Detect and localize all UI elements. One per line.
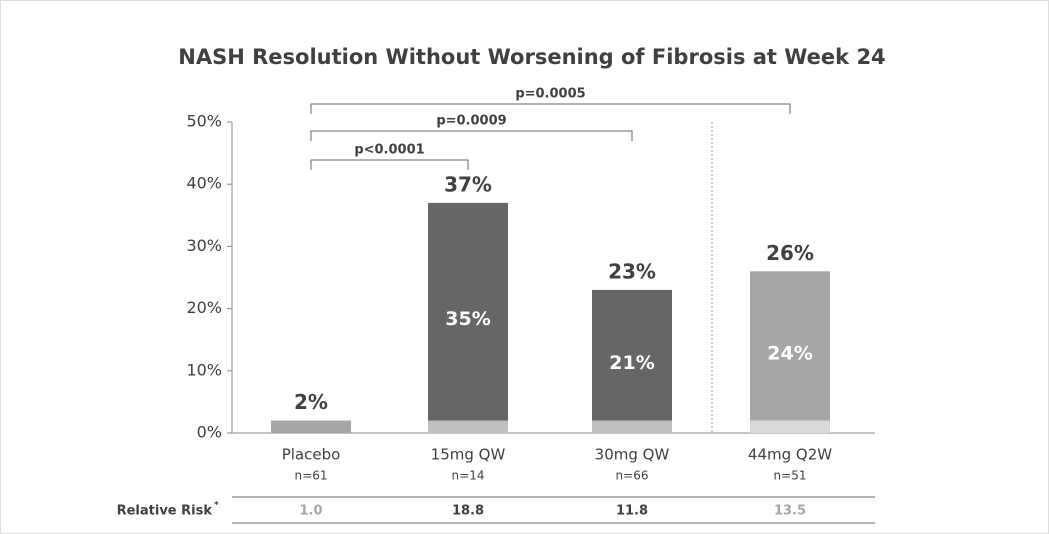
footnote-mark: *	[214, 501, 219, 511]
x-sublabel: n=61	[295, 469, 328, 483]
bar-segment	[428, 202, 508, 421]
bar-segment	[271, 420, 351, 433]
x-sublabel: n=51	[774, 469, 807, 483]
segment-label: 24%	[767, 342, 812, 364]
chart-title: NASH Resolution Without Worsening of Fib…	[178, 45, 885, 69]
p-value: p<0.0001	[354, 143, 424, 158]
segment-label: 35%	[445, 308, 490, 330]
bar-segment	[750, 420, 830, 433]
x-tick-label: 44mg Q2W	[748, 446, 832, 464]
y-tick-label: 50%	[186, 112, 222, 131]
table-value: 1.0	[299, 504, 322, 519]
x-tick-label: 30mg QW	[595, 446, 670, 464]
bar-segment	[592, 420, 672, 433]
total-label: 37%	[444, 172, 492, 196]
table-label: Relative Risk	[117, 504, 213, 519]
total-label: 23%	[608, 259, 656, 283]
y-tick-label: 40%	[186, 174, 222, 193]
total-label: 2%	[294, 390, 328, 414]
bar-segment	[592, 289, 672, 421]
x-tick-label: 15mg QW	[431, 446, 506, 464]
y-tick-label: 0%	[197, 423, 222, 442]
y-tick-label: 20%	[186, 298, 222, 317]
total-label: 26%	[766, 241, 814, 265]
significance-bracket	[310, 159, 469, 170]
x-tick-label: Placebo	[282, 446, 341, 464]
bar-segment	[750, 271, 830, 421]
table-value: 18.8	[452, 504, 484, 519]
y-tick-label: 30%	[186, 236, 222, 255]
p-value: p=0.0009	[436, 114, 506, 129]
y-tick-label: 10%	[186, 360, 222, 379]
significance-bracket	[310, 130, 633, 141]
table-value: 13.5	[774, 504, 806, 519]
table-value: 11.8	[616, 504, 648, 519]
x-sublabel: n=14	[452, 469, 485, 483]
bar-segment	[428, 420, 508, 433]
p-value: p=0.0005	[515, 87, 585, 102]
segment-label: 21%	[609, 352, 654, 374]
significance-bracket	[310, 103, 791, 114]
x-sublabel: n=66	[616, 469, 649, 483]
